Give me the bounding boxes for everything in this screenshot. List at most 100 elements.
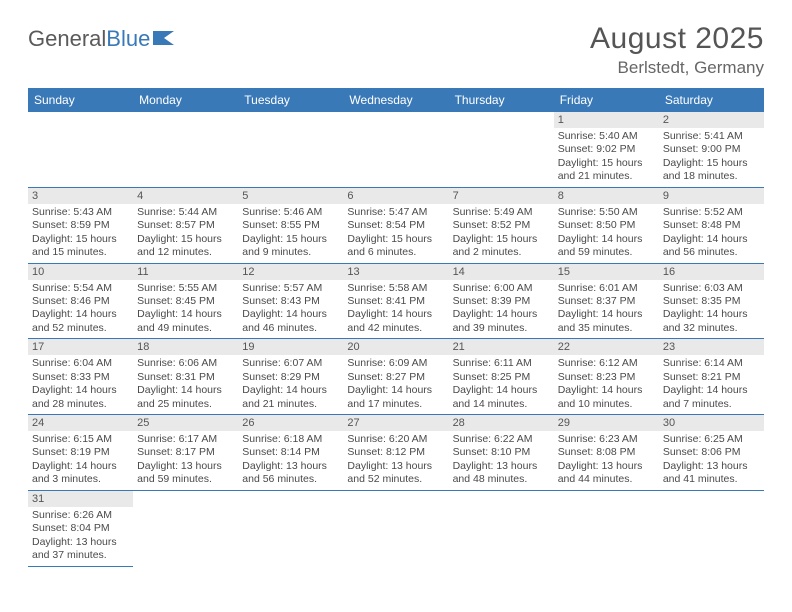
day-details: Sunrise: 5:44 AMSunset: 8:57 PMDaylight:…: [133, 204, 238, 263]
calendar-cell: 24Sunrise: 6:15 AMSunset: 8:19 PMDayligh…: [28, 415, 133, 491]
sunrise-text: Sunrise: 6:07 AM: [242, 357, 339, 370]
daylight-line2: and 56 minutes.: [242, 473, 339, 486]
day-details: Sunrise: 6:04 AMSunset: 8:33 PMDaylight:…: [28, 355, 133, 414]
daylight-line1: Daylight: 13 hours: [242, 460, 339, 473]
day-number: 4: [133, 188, 238, 204]
day-number: 28: [449, 415, 554, 431]
day-details: Sunrise: 6:11 AMSunset: 8:25 PMDaylight:…: [449, 355, 554, 414]
sunset-text: Sunset: 8:14 PM: [242, 446, 339, 459]
day-number: [449, 112, 554, 128]
daylight-line2: and 21 minutes.: [558, 170, 655, 183]
day-number: [238, 491, 343, 507]
sunset-text: Sunset: 8:21 PM: [663, 371, 760, 384]
daylight-line2: and 41 minutes.: [663, 473, 760, 486]
daylight-line2: and 25 minutes.: [137, 398, 234, 411]
calendar-cell: 17Sunrise: 6:04 AMSunset: 8:33 PMDayligh…: [28, 339, 133, 415]
daylight-line1: Daylight: 14 hours: [32, 308, 129, 321]
sunset-text: Sunset: 8:27 PM: [347, 371, 444, 384]
calendar-page: GeneralBlue August 2025 Berlstedt, Germa…: [0, 0, 792, 567]
location: Berlstedt, Germany: [590, 58, 764, 78]
day-details: Sunrise: 6:15 AMSunset: 8:19 PMDaylight:…: [28, 431, 133, 490]
sunset-text: Sunset: 8:04 PM: [32, 522, 129, 535]
sunrise-text: Sunrise: 6:12 AM: [558, 357, 655, 370]
sunrise-text: Sunrise: 6:22 AM: [453, 433, 550, 446]
daylight-line2: and 46 minutes.: [242, 322, 339, 335]
calendar-cell: [133, 490, 238, 566]
calendar-cell: 20Sunrise: 6:09 AMSunset: 8:27 PMDayligh…: [343, 339, 448, 415]
calendar-cell: 5Sunrise: 5:46 AMSunset: 8:55 PMDaylight…: [238, 187, 343, 263]
day-details: Sunrise: 6:14 AMSunset: 8:21 PMDaylight:…: [659, 355, 764, 414]
logo-text-2: Blue: [106, 26, 150, 52]
sunset-text: Sunset: 8:31 PM: [137, 371, 234, 384]
daylight-line2: and 21 minutes.: [242, 398, 339, 411]
sunrise-text: Sunrise: 6:23 AM: [558, 433, 655, 446]
daylight-line1: Daylight: 14 hours: [347, 308, 444, 321]
sunset-text: Sunset: 8:06 PM: [663, 446, 760, 459]
calendar-cell: [133, 112, 238, 187]
day-number: 23: [659, 339, 764, 355]
day-number: 26: [238, 415, 343, 431]
daylight-line1: Daylight: 15 hours: [558, 157, 655, 170]
daylight-line2: and 44 minutes.: [558, 473, 655, 486]
daylight-line2: and 59 minutes.: [137, 473, 234, 486]
sunset-text: Sunset: 8:46 PM: [32, 295, 129, 308]
calendar-cell: 26 Sunrise: 6:18 AMSunset: 8:14 PMDayligh…: [238, 415, 343, 491]
sunset-text: Sunset: 8:25 PM: [453, 371, 550, 384]
day-number: 12: [238, 264, 343, 280]
daylight-line1: Daylight: 14 hours: [558, 233, 655, 246]
calendar-cell: 7Sunrise: 5:49 AMSunset: 8:52 PMDaylight…: [449, 187, 554, 263]
daylight-line2: and 28 minutes.: [32, 398, 129, 411]
daylight-line2: and 6 minutes.: [347, 246, 444, 259]
day-header: Friday: [554, 88, 659, 112]
sunrise-text: Sunrise: 6:26 AM: [32, 509, 129, 522]
day-number: 11: [133, 264, 238, 280]
calendar-cell: 1Sunrise: 5:40 AMSunset: 9:02 PMDaylight…: [554, 112, 659, 187]
sunrise-text: Sunrise: 6:20 AM: [347, 433, 444, 446]
day-details: Sunrise: 6:23 AMSunset: 8:08 PMDaylight:…: [554, 431, 659, 490]
sunrise-text: Sunrise: 6:18 AM: [242, 433, 339, 446]
sunrise-text: Sunrise: 6:17 AM: [137, 433, 234, 446]
daylight-line2: and 3 minutes.: [32, 473, 129, 486]
daylight-line1: Daylight: 13 hours: [558, 460, 655, 473]
day-number: 13: [343, 264, 448, 280]
day-header: Sunday: [28, 88, 133, 112]
sunset-text: Sunset: 8:10 PM: [453, 446, 550, 459]
calendar-cell: 29Sunrise: 6:23 AMSunset: 8:08 PMDayligh…: [554, 415, 659, 491]
sunset-text: Sunset: 8:43 PM: [242, 295, 339, 308]
daylight-line1: Daylight: 14 hours: [558, 308, 655, 321]
calendar-cell: 15Sunrise: 6:01 AMSunset: 8:37 PMDayligh…: [554, 263, 659, 339]
sunrise-text: Sunrise: 6:01 AM: [558, 282, 655, 295]
calendar-week-row: 31Sunrise: 6:26 AMSunset: 8:04 PMDayligh…: [28, 490, 764, 566]
sunrise-text: Sunrise: 5:55 AM: [137, 282, 234, 295]
calendar-cell: [238, 490, 343, 566]
daylight-line2: and 49 minutes.: [137, 322, 234, 335]
sunrise-text: Sunrise: 6:11 AM: [453, 357, 550, 370]
daylight-line1: Daylight: 13 hours: [663, 460, 760, 473]
sunrise-text: Sunrise: 6:04 AM: [32, 357, 129, 370]
month-title: August 2025: [590, 22, 764, 56]
calendar-cell: 19Sunrise: 6:07 AMSunset: 8:29 PMDayligh…: [238, 339, 343, 415]
sunset-text: Sunset: 8:48 PM: [663, 219, 760, 232]
daylight-line1: Daylight: 14 hours: [242, 308, 339, 321]
day-header: Tuesday: [238, 88, 343, 112]
sunrise-text: Sunrise: 6:15 AM: [32, 433, 129, 446]
daylight-line2: and 12 minutes.: [137, 246, 234, 259]
calendar-cell: 21Sunrise: 6:11 AMSunset: 8:25 PMDayligh…: [449, 339, 554, 415]
sunset-text: Sunset: 8:54 PM: [347, 219, 444, 232]
day-details: Sunrise: 5:49 AMSunset: 8:52 PMDaylight:…: [449, 204, 554, 263]
sunrise-text: Sunrise: 5:44 AM: [137, 206, 234, 219]
daylight-line1: Daylight: 14 hours: [663, 384, 760, 397]
calendar-week-row: 10Sunrise: 5:54 AMSunset: 8:46 PMDayligh…: [28, 263, 764, 339]
day-details: Sunrise: 5:50 AMSunset: 8:50 PMDaylight:…: [554, 204, 659, 263]
daylight-line1: Daylight: 14 hours: [32, 460, 129, 473]
day-number: 27: [343, 415, 448, 431]
day-details: Sunrise: 6:01 AMSunset: 8:37 PMDaylight:…: [554, 280, 659, 339]
sunrise-text: Sunrise: 5:46 AM: [242, 206, 339, 219]
calendar-cell: 23Sunrise: 6:14 AMSunset: 8:21 PMDayligh…: [659, 339, 764, 415]
day-details: Sunrise: 5:52 AMSunset: 8:48 PMDaylight:…: [659, 204, 764, 263]
day-number: [133, 491, 238, 507]
day-number: 2: [659, 112, 764, 128]
sunrise-text: Sunrise: 5:49 AM: [453, 206, 550, 219]
sunset-text: Sunset: 8:33 PM: [32, 371, 129, 384]
sunset-text: Sunset: 8:17 PM: [137, 446, 234, 459]
